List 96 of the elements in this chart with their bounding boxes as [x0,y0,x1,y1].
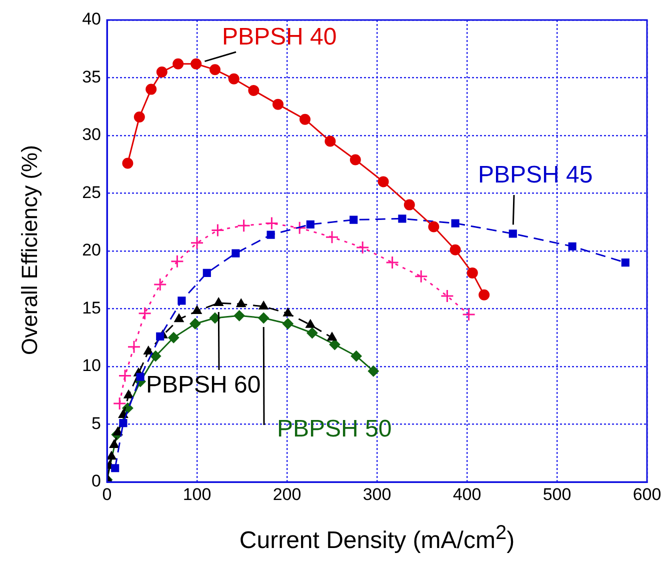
point [146,84,157,95]
point [214,297,224,306]
point [462,308,476,322]
point [292,221,306,235]
point [324,136,336,147]
point [398,214,406,223]
point [621,258,630,267]
x-tick-label: 100 [182,484,212,504]
point [232,249,240,258]
point [156,66,168,78]
point [350,216,358,224]
x-axis-title: Current Density (mA/cm$^{2}$) [238,522,516,555]
point [466,267,478,278]
point [478,289,490,300]
y-tick-label: 20 [82,240,101,260]
point [112,426,123,436]
point [264,216,278,230]
point [190,58,202,70]
y-tick-label: 40 [82,10,101,29]
point [283,308,293,316]
point [172,58,184,70]
point [300,114,310,125]
series-label: PBPSH 40 [222,24,337,51]
y-tick-label: 30 [82,125,101,144]
point [109,440,120,448]
point [414,270,428,284]
point [134,112,145,123]
point [266,230,275,239]
y-tick-label: 5 [92,414,101,433]
point [236,298,246,308]
point [508,230,517,238]
point [127,340,141,354]
y-tick-label: 15 [82,298,101,318]
point [168,332,180,344]
point [192,306,202,314]
point [451,219,460,228]
point [112,396,126,410]
point [568,242,576,250]
point [306,319,316,328]
point [107,451,116,460]
point [190,236,204,250]
y-axis-title: Overall Efficiency (%) [17,144,43,357]
point [156,332,164,341]
point [153,278,167,292]
x-tick-label: 300 [362,484,392,504]
point [428,221,440,232]
series-label: PBPSH 50 [277,416,392,443]
y-tick-label: 0 [92,472,101,491]
point [170,254,184,268]
series-label: PBPSH 45 [478,162,593,189]
point [258,300,268,310]
point [228,73,240,84]
y-tick-label: 10 [82,356,101,376]
point [178,296,186,305]
point [306,220,314,228]
point [386,256,400,270]
point [325,230,339,244]
x-tick-label: 500 [542,484,572,504]
point [138,306,152,320]
point [356,240,370,254]
point [234,310,245,322]
y-tick-label: 35 [82,67,101,86]
point [202,268,211,277]
x-tick-label: 200 [272,484,302,504]
series-label: PBPSH 60 [146,372,261,399]
point [210,64,220,76]
point [237,218,251,232]
point [210,223,224,237]
point [122,158,134,169]
point [378,176,389,188]
point [272,98,284,110]
point [144,346,154,354]
point [119,419,128,428]
point [329,339,340,350]
point [350,154,361,166]
point [450,244,461,256]
point [210,312,220,324]
point [136,372,144,381]
point [174,314,184,322]
point [118,368,132,382]
point [350,350,362,362]
point [248,84,260,96]
point [327,332,337,341]
point [190,318,201,330]
point [150,350,162,362]
point [124,390,134,398]
point [306,328,318,339]
point [111,464,120,472]
x-tick-label: 600 [632,484,662,504]
point [368,366,379,377]
x-tick-label: 400 [452,484,482,504]
point [404,199,415,210]
point [440,289,454,303]
point [282,318,294,330]
y-tick-label: 25 [82,182,101,202]
point [258,312,270,324]
